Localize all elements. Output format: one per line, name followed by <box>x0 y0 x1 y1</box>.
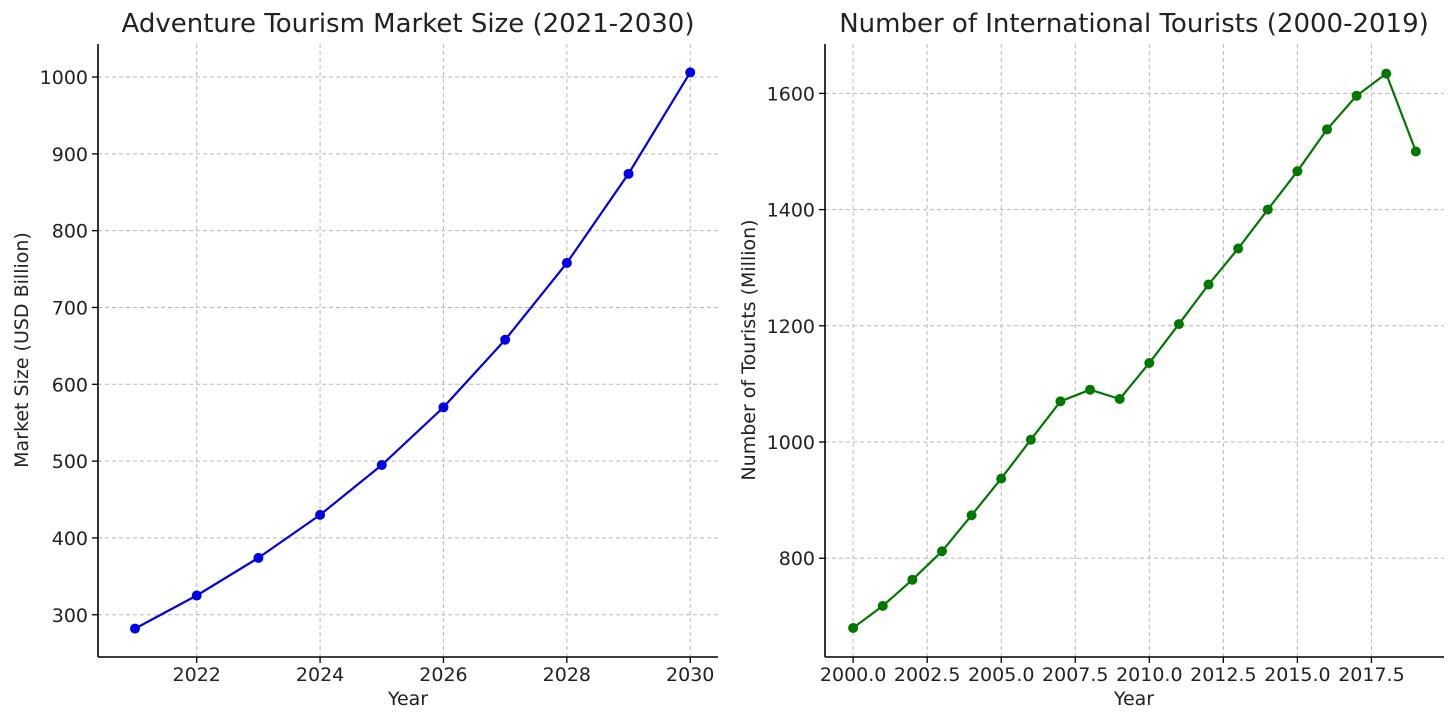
market-size-chart: 2022 2024 2026 2028 2030 300 400 500 600 700 800 90… <box>11 9 718 710</box>
x-tick-label: 2028 <box>543 664 591 686</box>
x-tick-label: 2030 <box>666 664 714 686</box>
x-tick-label: 2017.5 <box>1338 664 1404 686</box>
data-point <box>1055 396 1066 407</box>
x-tick-label: 2026 <box>419 664 467 686</box>
y-tick-label: 1000 <box>767 432 815 454</box>
x-tick-label: 2010.0 <box>1116 664 1182 686</box>
chart-title: Adventure Tourism Market Size (2021-2030… <box>122 9 695 39</box>
tourists-series <box>848 68 1421 633</box>
y-tick-label: 1000 <box>40 67 88 89</box>
data-point <box>936 546 947 557</box>
data-point <box>315 509 326 520</box>
data-point <box>1173 319 1184 330</box>
data-point <box>623 168 634 179</box>
data-point <box>130 623 141 634</box>
x-axis-label: Year <box>1113 688 1154 710</box>
market-size-grid <box>98 44 718 657</box>
y-tick-label: 400 <box>52 528 88 550</box>
tourists-grid <box>825 44 1444 657</box>
data-point <box>1292 166 1303 177</box>
data-point <box>376 459 387 470</box>
series-line <box>134 71 692 630</box>
y-axis-label: Market Size (USD Billion) <box>11 232 33 468</box>
market-size-axes <box>97 44 718 658</box>
x-tick-label: 2002.5 <box>894 664 960 686</box>
chart-title: Number of International Tourists (2000-2… <box>839 9 1429 39</box>
x-tick-label: 2007.5 <box>1042 664 1108 686</box>
data-point <box>1262 204 1273 215</box>
x-tick-label: 2024 <box>296 664 344 686</box>
y-tick-label: 1200 <box>767 316 815 338</box>
x-tick-label: 2015.0 <box>1264 664 1330 686</box>
y-tick-label: 900 <box>52 144 88 166</box>
data-point <box>685 67 696 78</box>
market-size-ticks: 2022 2024 2026 2028 2030 300 400 500 600 700 800 90… <box>40 67 715 686</box>
y-axis-label: Number of Tourists (Million) <box>738 219 760 480</box>
data-point <box>877 600 888 611</box>
tourists-axes <box>824 44 1444 658</box>
x-tick-label: 2000.0 <box>820 664 886 686</box>
data-point <box>1203 279 1214 290</box>
data-point <box>996 473 1007 484</box>
data-point <box>1351 90 1362 101</box>
data-point <box>500 334 511 345</box>
data-point <box>191 590 202 601</box>
data-point <box>1322 124 1333 135</box>
data-point <box>561 257 572 268</box>
tourists-ticks: 2000.0 2002.5 2005.0 2007.5 2010.0 2012.5 2015… <box>767 83 1405 686</box>
market-size-series <box>130 67 696 634</box>
x-tick-label: 2005.0 <box>968 664 1034 686</box>
y-tick-label: 800 <box>779 548 815 570</box>
data-point <box>253 552 264 563</box>
tourists-chart: 2000.0 2002.5 2005.0 2007.5 2010.0 2012.5 2015… <box>738 9 1444 710</box>
y-tick-label: 300 <box>52 605 88 627</box>
data-point <box>966 510 977 521</box>
x-tick-label: 2012.5 <box>1190 664 1256 686</box>
data-point <box>1025 434 1036 445</box>
data-point <box>848 622 859 633</box>
y-tick-label: 800 <box>52 221 88 243</box>
y-tick-label: 600 <box>52 374 88 396</box>
y-tick-label: 700 <box>52 297 88 319</box>
y-tick-label: 1600 <box>767 83 815 105</box>
data-point <box>1410 146 1421 157</box>
data-point <box>1114 394 1125 405</box>
data-point <box>1085 384 1096 395</box>
x-axis-label: Year <box>387 688 428 710</box>
data-point <box>1381 68 1392 79</box>
data-point <box>438 402 449 413</box>
x-tick-label: 2022 <box>173 664 221 686</box>
y-tick-label: 1400 <box>767 200 815 222</box>
series-line <box>852 72 1417 629</box>
data-point <box>907 574 918 585</box>
y-tick-label: 500 <box>52 451 88 473</box>
data-point <box>1233 243 1244 254</box>
data-point <box>1144 357 1155 368</box>
